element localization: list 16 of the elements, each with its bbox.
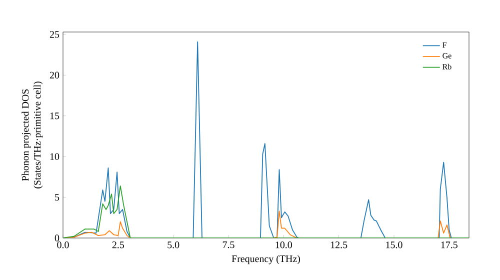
x-tick-label: 2.5 — [112, 242, 124, 248]
x-tick-label: 5.0 — [168, 242, 180, 248]
y-tick-label: 5 — [55, 194, 60, 201]
x-tick-label: 15.0 — [386, 242, 402, 248]
x-tick-label: 12.5 — [330, 242, 348, 248]
y-tick-label: 15 — [50, 112, 60, 120]
y-tick-label: 10 — [50, 153, 60, 160]
y-tick-label: 0 — [54, 234, 60, 242]
x-tick-label: 0.0 — [57, 242, 69, 248]
x-tick-label: 7.5 — [222, 242, 234, 248]
y-tick-label: 25 — [50, 31, 60, 38]
x-axis-title: Frequency (THz) — [232, 255, 300, 264]
x-tick-label: 17.5 — [441, 242, 458, 248]
y-axis-title: Phonon projected DOS (States/THz·primitive cell) — [22, 82, 43, 188]
y-tick-label: 20 — [50, 72, 60, 79]
x-tick-label: 10.0 — [276, 242, 292, 248]
